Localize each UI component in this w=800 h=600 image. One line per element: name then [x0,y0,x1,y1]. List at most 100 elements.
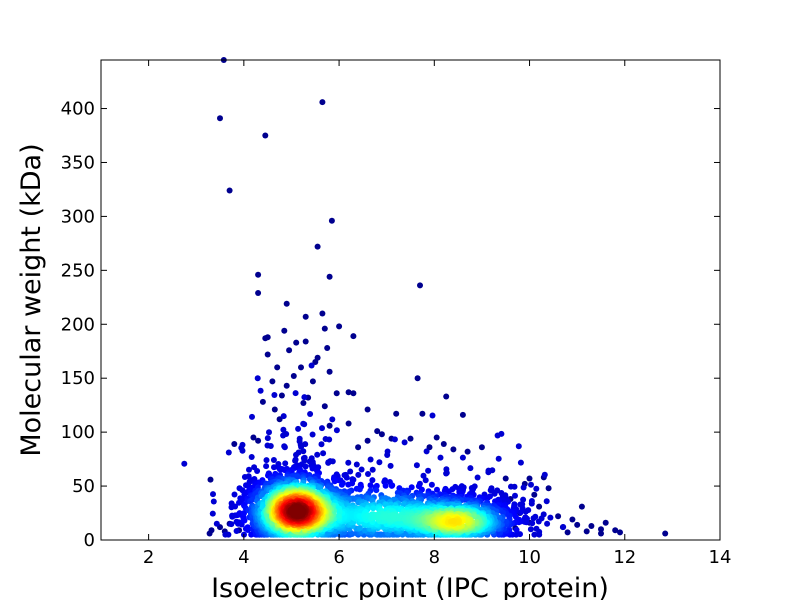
data-point [264,351,271,358]
data-point [225,531,232,538]
data-point [494,432,501,439]
data-point [533,525,540,532]
data-point [578,503,585,510]
plot-background [101,60,720,540]
data-point [361,527,368,534]
data-point [181,460,188,467]
data-point [437,454,444,461]
data-point [350,390,357,397]
data-point [495,455,502,462]
data-point [528,481,534,488]
data-point [467,465,474,472]
data-point [270,457,277,463]
data-points [181,57,669,538]
data-point [326,273,333,280]
data-point [355,471,362,478]
y-tick-label: 50 [72,476,95,497]
x-tick-labels: 2 4 6 8 10 12 14 [143,547,732,568]
data-point [255,437,262,444]
data-point [274,364,281,371]
data-point [331,478,338,485]
x-tick-label: 4 [238,547,249,568]
data-point [250,434,257,441]
data-point [321,325,328,332]
data-point [254,468,261,474]
data-point [443,393,450,400]
data-point [210,491,216,498]
data-point [314,451,321,458]
data-point [564,529,571,536]
data-point [474,474,481,481]
data-point [417,282,423,289]
data-point [450,518,457,525]
data-point [414,375,421,382]
data-point [302,463,309,470]
data-point [355,444,362,451]
data-point [322,436,329,442]
data-point [319,99,326,106]
data-point [241,510,247,517]
data-point [478,444,485,451]
data-point [326,368,333,375]
data-point [517,509,524,516]
y-tick-label: 300 [61,206,95,227]
data-point [302,313,309,320]
data-point [433,434,440,441]
data-point [267,443,274,449]
data-point [364,406,371,413]
y-tick-label: 200 [61,314,95,335]
data-point [326,422,333,429]
data-point [210,498,217,505]
plot-frame [100,59,721,541]
data-point [329,416,336,423]
data-point [309,378,316,385]
data-point [343,474,350,481]
y-axis-label: Molecular weight (kDa) [16,143,47,456]
data-point [512,492,518,499]
data-point [520,484,527,491]
data-point [345,481,352,488]
data-point [239,447,246,454]
data-point [255,271,262,278]
x-tick-label: 2 [143,547,154,568]
data-point [345,459,352,466]
data-point [423,448,430,455]
y-tick-labels: 0 50 100 150 200 250 300 350 400 [61,99,95,551]
data-point [612,527,619,534]
data-point [321,403,328,410]
data-point [443,470,450,477]
data-point [300,448,307,455]
data-point [574,521,581,528]
data-point [484,495,491,501]
data-point [356,486,363,493]
data-point [378,431,385,438]
data-point [515,443,522,450]
data-point [373,487,380,494]
data-point [407,435,414,442]
y-tick-label: 0 [84,530,95,551]
data-point [280,426,287,433]
data-point [283,382,290,389]
data-point [308,362,315,369]
data-point [531,491,538,498]
data-point [290,373,297,379]
data-point [300,400,307,406]
data-point [318,441,325,448]
data-point [545,485,552,492]
x-tick-label: 8 [429,547,440,568]
data-point [333,427,340,434]
data-point [207,476,214,483]
data-point [293,451,299,458]
data-point [541,471,548,478]
y-tick-label: 250 [61,260,95,281]
data-point [531,531,538,538]
data-point [365,471,371,477]
data-point [319,310,326,317]
data-point [440,441,447,447]
data-point [560,524,567,530]
data-point [420,472,427,479]
data-point [598,526,604,533]
data-point [413,462,420,469]
data-point [382,482,389,489]
